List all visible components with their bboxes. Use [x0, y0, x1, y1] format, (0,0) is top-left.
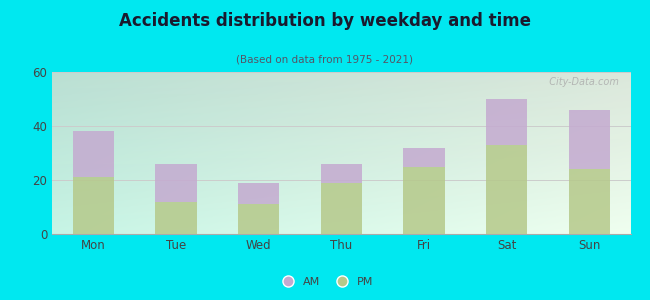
Text: City-Data.com: City-Data.com: [543, 77, 619, 87]
Text: (Based on data from 1975 - 2021): (Based on data from 1975 - 2021): [237, 55, 413, 65]
Bar: [320, 183, 362, 234]
Text: Accidents distribution by weekday and time: Accidents distribution by weekday and ti…: [119, 12, 531, 30]
Bar: [238, 183, 280, 204]
Legend: AM, PM: AM, PM: [272, 273, 378, 291]
Bar: [403, 167, 445, 234]
Bar: [403, 148, 445, 166]
Bar: [155, 164, 196, 202]
Bar: [486, 145, 527, 234]
Bar: [155, 202, 196, 234]
Bar: [320, 164, 362, 183]
Bar: [486, 99, 527, 145]
Bar: [569, 169, 610, 234]
Bar: [569, 110, 610, 169]
Bar: [73, 131, 114, 177]
Bar: [238, 204, 280, 234]
Bar: [73, 177, 114, 234]
